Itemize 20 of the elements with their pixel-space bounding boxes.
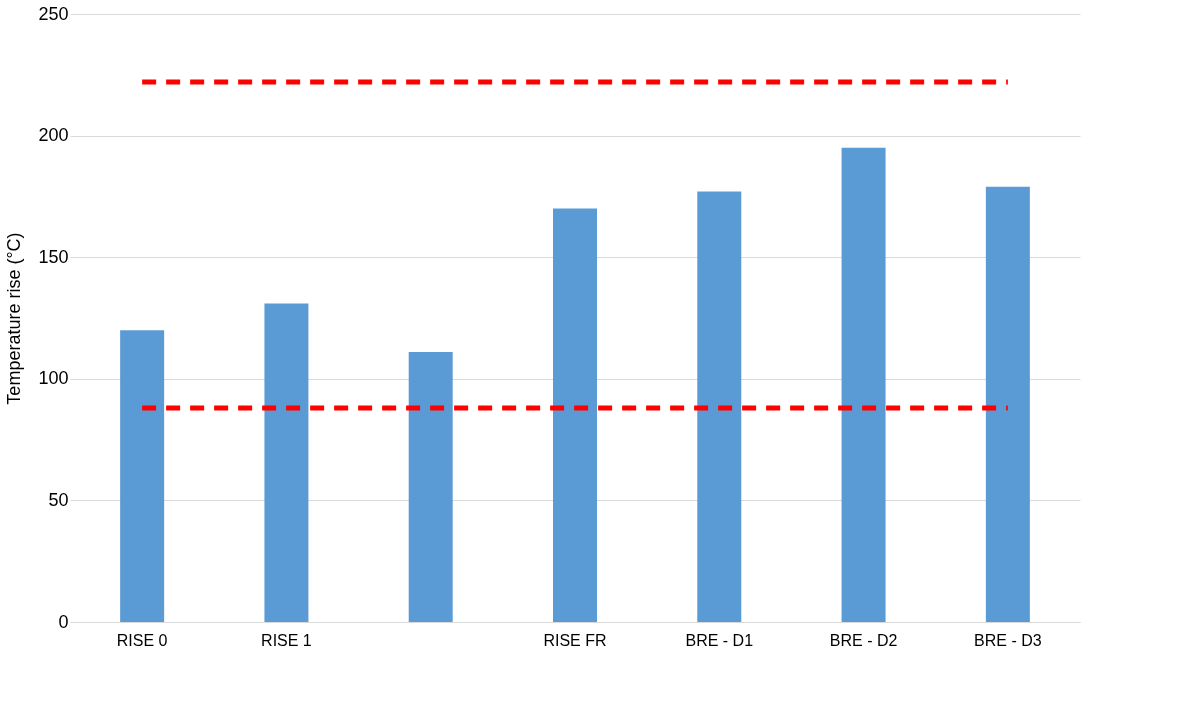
bar (841, 147, 886, 622)
y-tick-label: 100 (38, 368, 69, 389)
y-tick-label: 50 (48, 489, 69, 510)
y-tick-label: 0 (58, 611, 69, 632)
x-tick-label: BRE - D1 (685, 631, 754, 649)
bar (697, 191, 742, 622)
bar (553, 208, 597, 622)
bar (985, 186, 1030, 622)
bar (408, 352, 453, 622)
x-tick-label: BRE - D3 (974, 631, 1042, 649)
bar (120, 330, 165, 622)
x-tick-label: RISE FR (543, 631, 607, 649)
y-axis-title: Temperature rise (°C) (4, 232, 25, 405)
y-tick-label: 250 (38, 3, 69, 24)
x-tick-label: RISE 1 (261, 631, 312, 649)
x-tick-label: BRE - D2 (829, 631, 898, 649)
y-tick-label: 200 (38, 125, 69, 146)
y-tick-label: 150 (38, 246, 69, 267)
bar (264, 303, 309, 622)
x-tick-label: RISE 0 (116, 631, 168, 649)
